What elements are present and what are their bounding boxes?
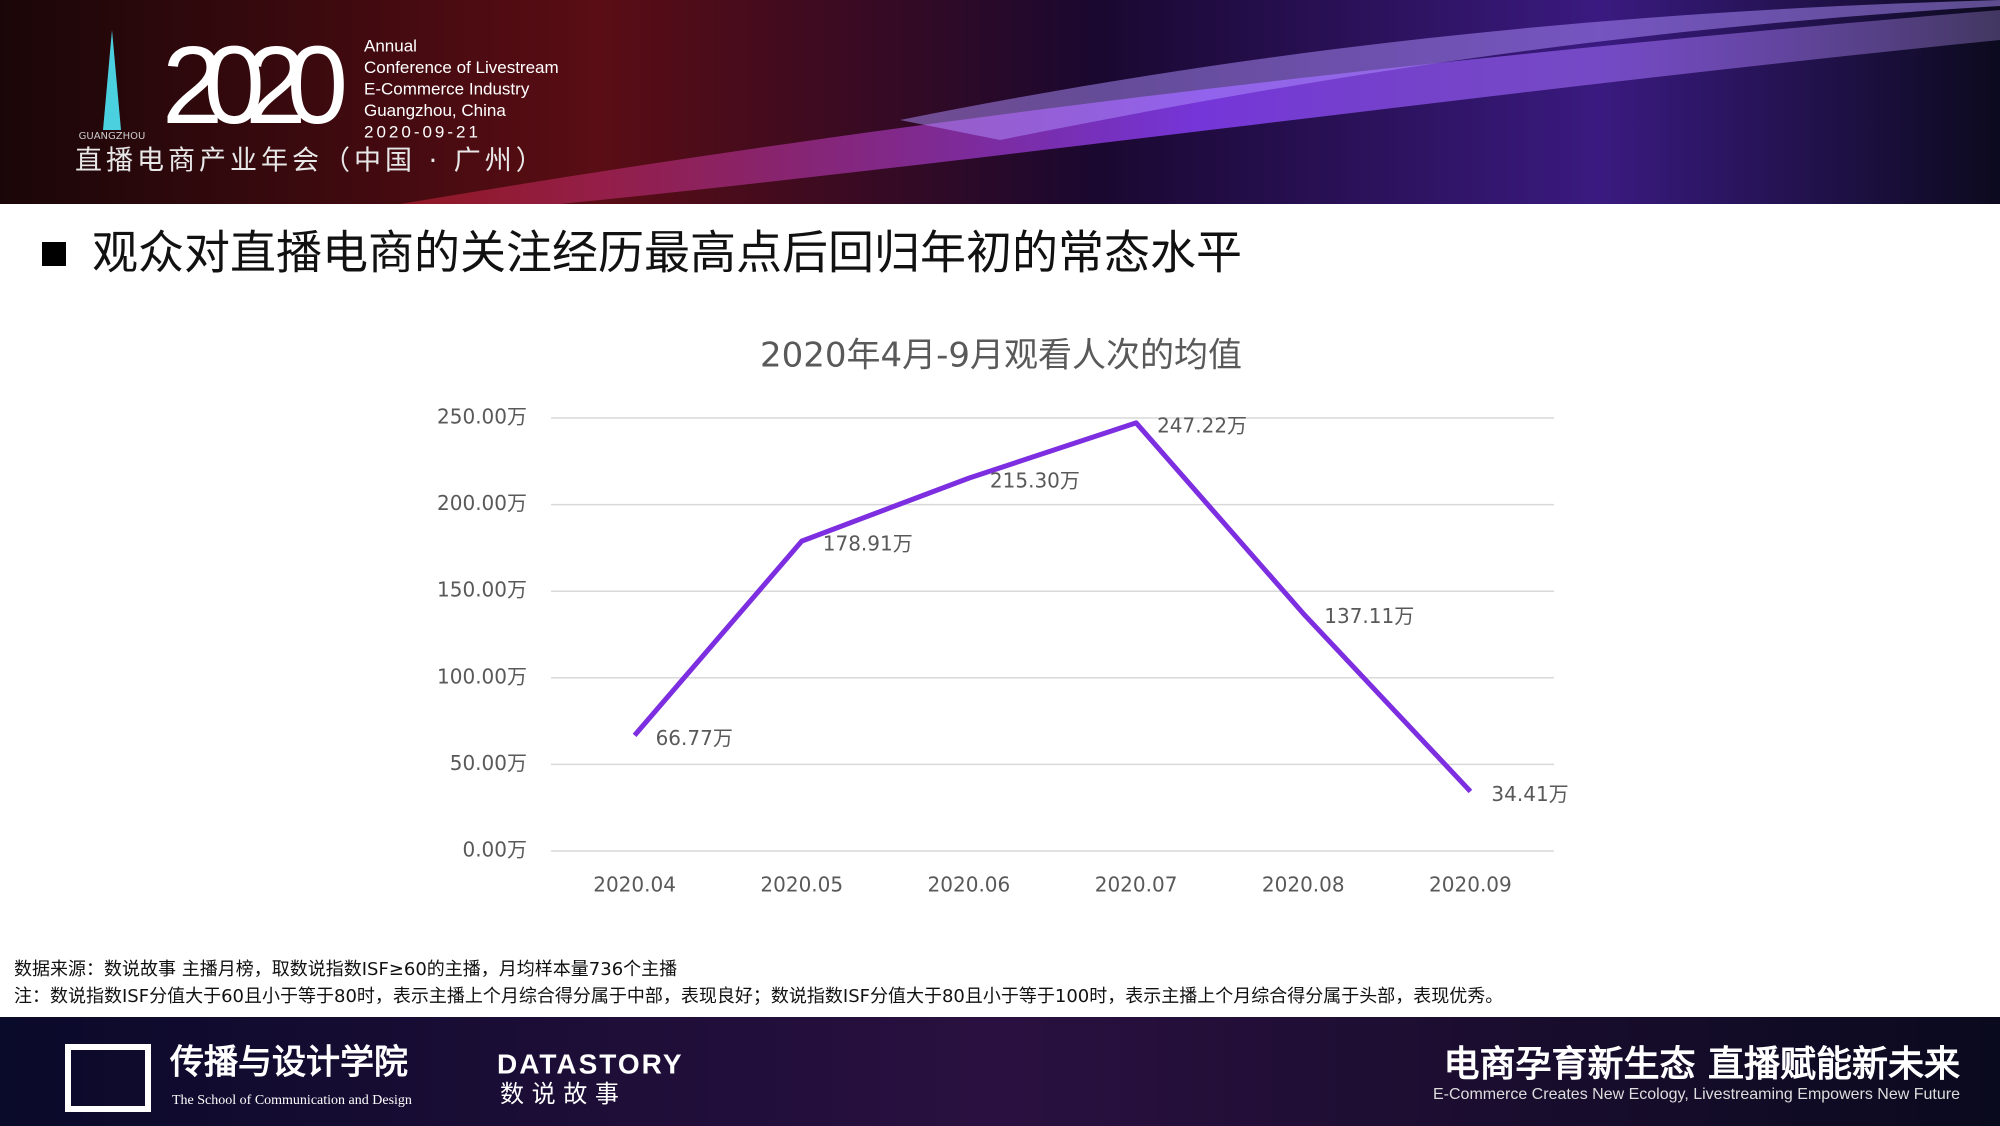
- data-label: 66.77万: [656, 726, 733, 750]
- logo-city: GUANGZHOU: [79, 131, 146, 142]
- school-name-en: The School of Communication and Design: [172, 1093, 412, 1108]
- school-name: 传播与设计学院: [169, 1043, 408, 1083]
- header-swoosh: [400, 10, 2000, 204]
- data-label: 137.11万: [1324, 604, 1414, 628]
- x-tick-label: 2020.07: [1095, 873, 1178, 897]
- tower-icon: [103, 30, 121, 130]
- header-line: Conference of Livestream: [364, 58, 559, 77]
- data-label: 215.30万: [990, 469, 1080, 493]
- slogan-en: E-Commerce Creates New Ecology, Livestre…: [1433, 1086, 1960, 1103]
- y-tick-label: 0.00万: [462, 838, 527, 862]
- data-label: 34.41万: [1491, 782, 1568, 806]
- school-logo: [65, 1044, 151, 1112]
- x-tick-label: 2020.09: [1429, 873, 1512, 897]
- chart: 2020年4月-9月观看人次的均值 0.00万 50.00万 100.00万 150.…: [437, 336, 1569, 897]
- headline: 观众对直播电商的关注经历最高点后回归年初的常态水平: [92, 226, 1242, 280]
- brand-cn: 数 说 故 事: [500, 1080, 619, 1108]
- y-tick-label: 250.00万: [437, 405, 527, 429]
- header-lines: Annual Conference of Livestream E-Commerce…: [364, 36, 559, 141]
- logo-year: 2020: [162, 24, 348, 147]
- x-tick-label: 2020.06: [928, 873, 1011, 897]
- y-tick-label: 100.00万: [437, 664, 527, 688]
- y-tick-label: 200.00万: [437, 491, 527, 515]
- x-tick-label: 2020.04: [593, 873, 676, 897]
- footer-band: [0, 1017, 2000, 1126]
- data-label: 178.91万: [823, 532, 913, 556]
- data-label: 247.22万: [1157, 413, 1247, 437]
- y-tick-label: 50.00万: [450, 751, 527, 775]
- header-subtitle: 直播电商产业年会（中国 · 广州）: [75, 146, 547, 177]
- brand: DATASTORY: [497, 1048, 684, 1079]
- x-tick-label: 2020.08: [1262, 873, 1345, 897]
- header-line: E-Commerce Industry: [364, 79, 530, 98]
- header-line: Annual: [364, 36, 417, 55]
- header-swoosh: [900, 0, 2000, 140]
- bullet: [42, 242, 66, 266]
- line: [632, 420, 1473, 794]
- chart-title: 2020年4月-9月观看人次的均值: [760, 336, 1242, 376]
- header-line: 2020-09-21: [364, 122, 481, 141]
- y-tick-label: 150.00万: [437, 578, 527, 602]
- header-line: Guangzhou, China: [364, 101, 506, 120]
- slogan: 电商孕育新生态 直播赋能新未来: [1443, 1044, 1960, 1085]
- x-tick-label: 2020.05: [760, 873, 843, 897]
- note: 注：数说指数ISF分值大于60且小于等于80时，表示主播上个月综合得分属于中部，…: [14, 986, 1503, 1007]
- source-note: 数据来源：数说故事 主播月榜，取数说指数ISF≥60的主播，月均样本量736个主…: [14, 959, 677, 980]
